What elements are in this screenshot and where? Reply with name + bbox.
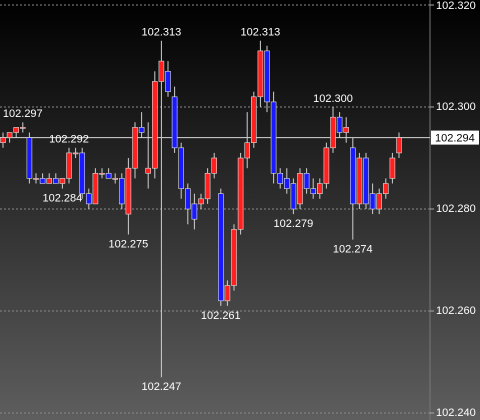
- annotation: 102.274: [333, 244, 373, 256]
- annotation: 102.275: [109, 238, 149, 250]
- annotation: 102.261: [201, 310, 241, 322]
- candle-body: [323, 147, 330, 184]
- y-tick-label: 102.260: [436, 305, 476, 317]
- candle-body: [237, 157, 244, 230]
- candle-body: [92, 173, 99, 205]
- candle-body: [19, 127, 26, 129]
- candle-body: [363, 157, 369, 205]
- candle-body: [257, 50, 264, 98]
- candle-body: [6, 132, 13, 138]
- candle-body: [46, 178, 53, 184]
- annotation: 102.313: [241, 27, 281, 39]
- candle-body: [99, 173, 105, 175]
- candle-body: [33, 178, 39, 180]
- annotation: 102.292: [49, 134, 89, 146]
- candle-body: [185, 188, 191, 210]
- candle-body: [52, 178, 59, 184]
- candle-body: [310, 188, 317, 195]
- candle-body: [343, 127, 350, 133]
- candle-body: [316, 183, 323, 194]
- candle-body: [0, 137, 6, 144]
- candle-body: [72, 152, 79, 155]
- last-price-label: 102.294: [435, 133, 475, 145]
- candle-body: [112, 178, 118, 180]
- candle-body: [290, 183, 297, 210]
- candle-body: [270, 101, 277, 174]
- candle-body: [66, 152, 72, 179]
- candle-body: [132, 127, 138, 169]
- candle-body: [59, 178, 66, 184]
- candle-body: [356, 157, 363, 205]
- candle-body: [171, 96, 178, 149]
- candle-body: [264, 50, 270, 103]
- candle-body: [349, 147, 356, 205]
- candle-body: [244, 142, 250, 159]
- candle-body: [165, 71, 171, 93]
- candle-body: [138, 127, 145, 133]
- candle-body: [303, 173, 310, 189]
- candle-body: [251, 96, 257, 144]
- annotation: 102.279: [274, 218, 314, 230]
- candle-body: [204, 173, 211, 200]
- annotation: 102.247: [142, 381, 182, 393]
- candle-body: [79, 152, 85, 194]
- candle-body: [224, 285, 231, 302]
- candle-body: [13, 127, 19, 133]
- annotation: 102.300: [313, 93, 353, 105]
- candle-body: [145, 167, 151, 174]
- candle-body: [191, 203, 198, 220]
- annotation: 102.297: [3, 108, 43, 120]
- candle-body: [382, 183, 389, 194]
- last-price-box: [431, 130, 479, 145]
- candle-body: [277, 173, 284, 184]
- candle-body: [330, 116, 336, 149]
- candle-body: [297, 173, 303, 205]
- y-tick-label: 102.320: [436, 0, 476, 12]
- candle-body: [376, 193, 383, 210]
- candle-body: [39, 178, 46, 184]
- candle-body: [336, 116, 343, 133]
- candle-body: [211, 157, 217, 174]
- annotation: 102.284: [43, 193, 83, 205]
- candle-body: [369, 193, 376, 210]
- candle-body: [119, 178, 125, 205]
- candle-body: [396, 137, 402, 154]
- candle-body: [198, 198, 204, 205]
- candle-body: [389, 157, 396, 179]
- candle-body: [218, 193, 224, 302]
- candle-body: [105, 173, 112, 179]
- annotation: 102.313: [142, 27, 182, 39]
- candle-body: [152, 81, 158, 169]
- candle-body: [283, 178, 290, 189]
- y-tick-label: 102.240: [436, 407, 476, 419]
- y-tick-label: 102.280: [436, 203, 476, 215]
- candle-body: [178, 147, 184, 189]
- candle-body: [86, 193, 92, 205]
- y-tick-label: 102.300: [436, 101, 476, 113]
- candle-body: [158, 60, 165, 82]
- candle-body: [125, 167, 132, 215]
- candle-body: [231, 229, 237, 286]
- candle-body: [26, 137, 33, 179]
